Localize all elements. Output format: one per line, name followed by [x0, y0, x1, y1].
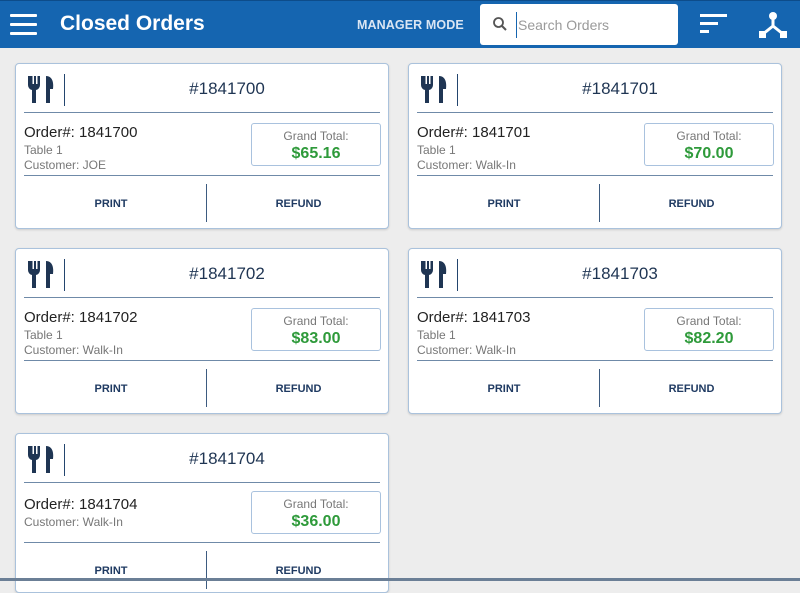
grand-total-label: Grand Total:	[283, 497, 349, 511]
divider	[417, 112, 773, 113]
table-label: Table 1	[24, 143, 63, 157]
print-button[interactable]: PRINT	[94, 565, 128, 577]
menu-button[interactable]	[10, 13, 38, 37]
print-button[interactable]: PRINT	[487, 198, 521, 210]
grand-total-amount: $65.16	[291, 145, 341, 162]
order-card[interactable]: #1841704 Order#: 1841704 Customer: Walk-…	[15, 433, 389, 593]
sort-icon	[700, 14, 727, 17]
restaurant-icon	[27, 261, 54, 288]
grand-total-box: Grand Total: $36.00	[251, 491, 381, 534]
sort-icon-bar	[700, 30, 709, 33]
sort-icon-bar	[700, 22, 718, 25]
restaurant-icon	[420, 261, 447, 288]
print-button[interactable]: PRINT	[94, 198, 128, 210]
customer-label: Customer: Walk-In	[24, 515, 123, 529]
grand-total-amount: $36.00	[291, 513, 341, 530]
grand-total-amount: $70.00	[684, 145, 734, 162]
grand-total-box: Grand Total: $70.00	[644, 123, 774, 166]
header-divider	[64, 74, 65, 106]
divider	[24, 297, 380, 298]
button-divider	[206, 184, 207, 222]
divider	[24, 482, 380, 483]
header-divider	[457, 74, 458, 106]
order-card[interactable]: #1841701 Order#: 1841701 Table 1 Custome…	[408, 63, 782, 229]
header-divider	[64, 259, 65, 291]
network-icon[interactable]	[758, 11, 788, 39]
order-card[interactable]: #1841702 Order#: 1841702 Table 1 Custome…	[15, 248, 389, 414]
manager-mode-button[interactable]: MANAGER MODE	[357, 18, 464, 32]
order-number: Order#: 1841702	[24, 309, 138, 326]
grand-total-amount: $82.20	[684, 330, 734, 347]
menu-icon-bar	[10, 23, 37, 26]
grand-total-label: Grand Total:	[676, 314, 742, 328]
search-icon	[493, 17, 507, 31]
grand-total-label: Grand Total:	[676, 129, 742, 143]
page-title: Closed Orders	[60, 12, 205, 35]
button-divider	[599, 184, 600, 222]
divider	[24, 175, 380, 176]
sort-button[interactable]	[700, 14, 728, 36]
restaurant-icon	[420, 76, 447, 103]
search-input[interactable]	[516, 12, 666, 38]
menu-icon	[10, 14, 37, 17]
grand-total-box: Grand Total: $65.16	[251, 123, 381, 166]
divider	[24, 542, 380, 543]
customer-label: Customer: Walk-In	[24, 343, 123, 357]
refund-button[interactable]: REFUND	[668, 198, 715, 210]
table-label: Table 1	[417, 143, 456, 157]
order-header-number: #1841700	[189, 79, 265, 98]
table-label: Table 1	[417, 328, 456, 342]
search-box	[480, 4, 678, 45]
order-header-number: #1841703	[582, 264, 658, 283]
top-app-bar: Closed Orders MANAGER MODE	[0, 0, 800, 48]
bottom-edge	[0, 578, 800, 581]
button-divider	[206, 369, 207, 407]
restaurant-icon	[27, 76, 54, 103]
customer-label: Customer: Walk-In	[417, 343, 516, 357]
refund-button[interactable]: REFUND	[668, 383, 715, 395]
order-number: Order#: 1841703	[417, 309, 531, 326]
refund-button[interactable]: REFUND	[275, 383, 322, 395]
grand-total-amount: $83.00	[291, 330, 341, 347]
order-number: Order#: 1841700	[24, 124, 138, 141]
button-divider	[599, 369, 600, 407]
menu-icon-bar	[10, 32, 37, 35]
refund-button[interactable]: REFUND	[275, 198, 322, 210]
divider	[24, 112, 380, 113]
divider	[417, 360, 773, 361]
restaurant-icon	[27, 446, 54, 473]
order-card[interactable]: #1841700 Order#: 1841700 Table 1 Custome…	[15, 63, 389, 229]
table-label: Table 1	[24, 328, 63, 342]
customer-label: Customer: JOE	[24, 158, 107, 172]
divider	[417, 175, 773, 176]
print-button[interactable]: PRINT	[487, 383, 521, 395]
divider	[417, 297, 773, 298]
order-number: Order#: 1841701	[417, 124, 531, 141]
print-button[interactable]: PRINT	[94, 383, 128, 395]
order-header-number: #1841704	[189, 449, 265, 468]
order-header-number: #1841702	[189, 264, 265, 283]
grand-total-label: Grand Total:	[283, 129, 349, 143]
refund-button[interactable]: REFUND	[275, 565, 322, 577]
header-divider	[457, 259, 458, 291]
divider	[24, 360, 380, 361]
customer-label: Customer: Walk-In	[417, 158, 516, 172]
order-card[interactable]: #1841703 Order#: 1841703 Table 1 Custome…	[408, 248, 782, 414]
order-number: Order#: 1841704	[24, 496, 138, 513]
button-divider	[206, 551, 207, 589]
grand-total-box: Grand Total: $83.00	[251, 308, 381, 351]
header-divider	[64, 444, 65, 476]
order-header-number: #1841701	[582, 79, 658, 98]
grand-total-label: Grand Total:	[283, 314, 349, 328]
grand-total-box: Grand Total: $82.20	[644, 308, 774, 351]
